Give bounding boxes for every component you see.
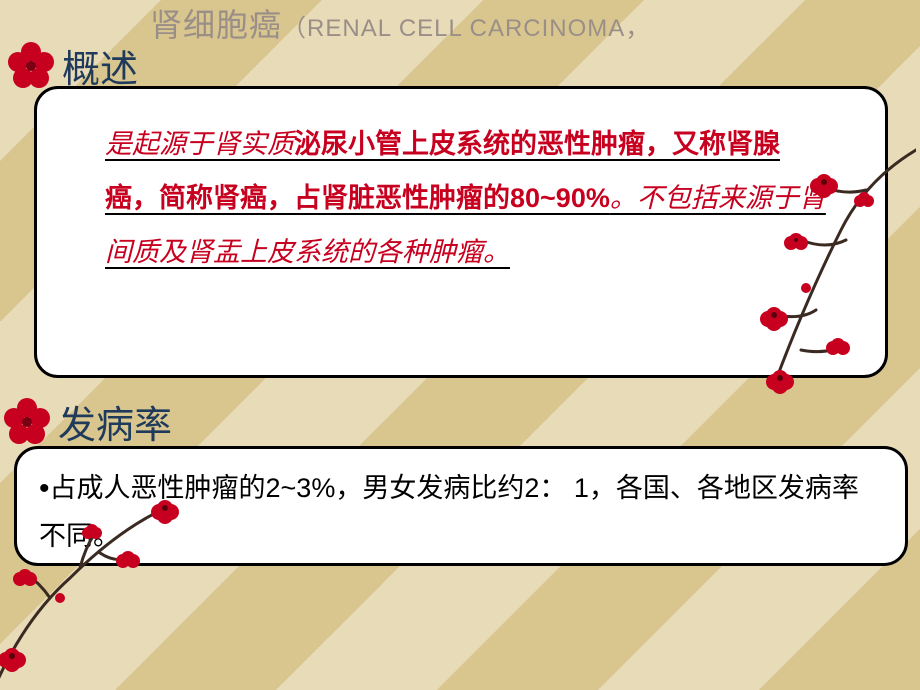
plum-branch-right-icon [746, 140, 916, 400]
plum-flower-icon [6, 41, 56, 91]
plum-branch-left-icon [0, 498, 180, 688]
overview-paragraph: 是起源于肾实质泌尿小管上皮系统的恶性肿瘤，又称肾腺癌，简称肾癌，占肾脏恶性肿瘤的… [105, 117, 827, 279]
title-paren-open: （ [282, 15, 307, 42]
title-en: RENAL CELL CARCINOMA [307, 15, 625, 42]
overview-prefix: 是起源于肾实质 [105, 129, 294, 159]
section-label-overview-text: 概述 [62, 38, 138, 93]
title-comma: ， [625, 15, 650, 42]
slide-title: 肾细胞癌（RENAL CELL CARCINOMA， [150, 0, 650, 46]
plum-flower-icon [2, 397, 52, 447]
section-label-overview: 概述 [6, 38, 138, 93]
section-label-incidence: 发病率 [2, 394, 172, 449]
section-label-incidence-text: 发病率 [58, 394, 172, 449]
title-cn: 肾细胞癌 [150, 7, 282, 43]
